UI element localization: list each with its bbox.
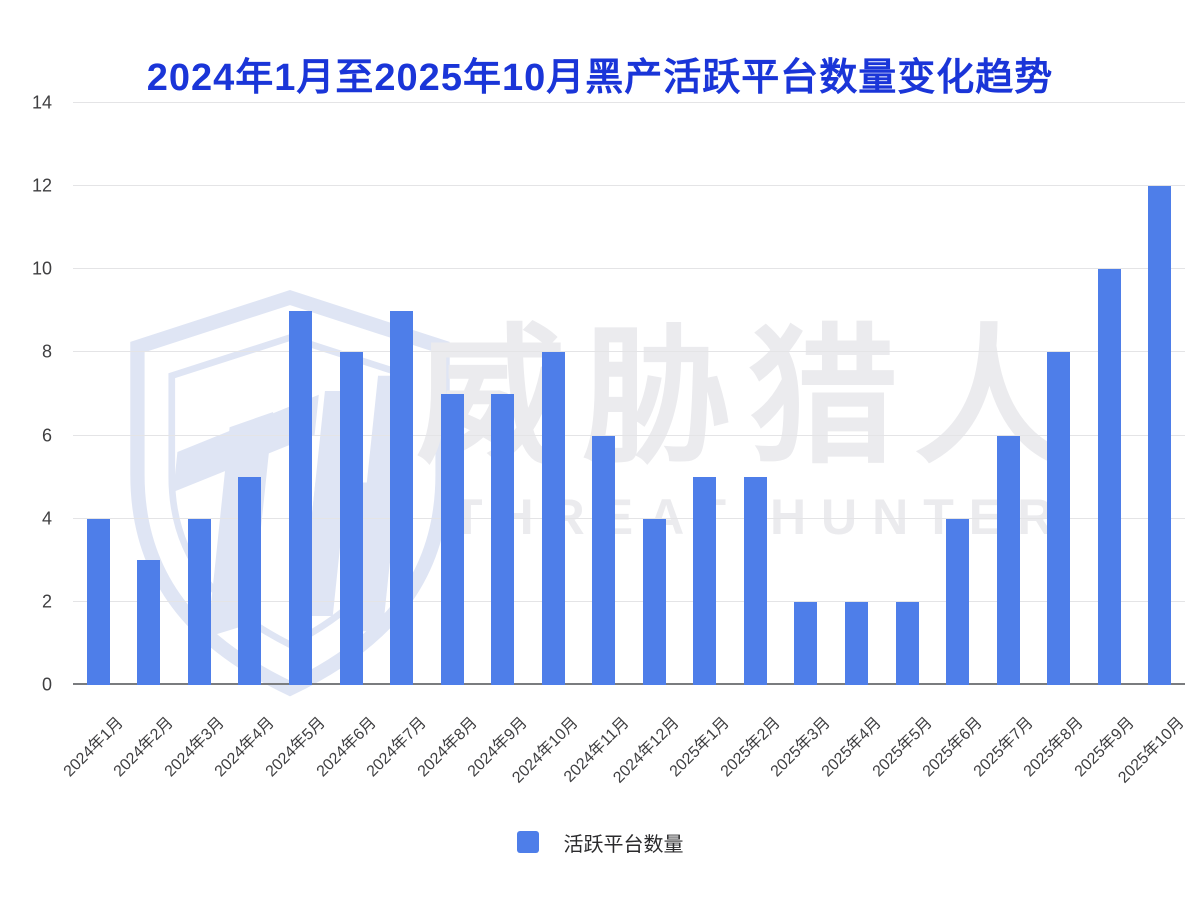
bar-2024年9月 <box>491 394 515 685</box>
bar-2024年5月 <box>288 310 312 685</box>
y-axis-tick-label: 10 <box>31 258 52 279</box>
x-axis-labels: 2024年1月 2024年2月 2024年3月 2024年4月 2024年5月 2024年… <box>60 710 1188 825</box>
bar-2025年2月 <box>743 477 767 685</box>
bar-2025年3月 <box>794 601 818 685</box>
bar-slot <box>427 103 478 685</box>
bar-2024年2月 <box>137 560 161 685</box>
bar-2025年10月 <box>1148 186 1172 685</box>
gridline <box>73 185 1185 187</box>
bar-slot <box>629 103 680 685</box>
bar-2025年1月 <box>693 477 717 685</box>
bar-slot <box>730 103 781 685</box>
bar-2024年10月 <box>541 352 565 685</box>
plot-area <box>73 102 1185 685</box>
bar-2025年6月 <box>946 518 970 685</box>
bar-slot <box>831 103 882 685</box>
y-axis-tick-label: 4 <box>41 508 52 529</box>
bar-2024年11月 <box>592 435 616 685</box>
gridline <box>73 517 1185 519</box>
y-axis-tick-label: 14 <box>31 92 52 113</box>
y-axis-tick-label: 0 <box>41 674 52 695</box>
gridline <box>73 268 1185 270</box>
bar-slot <box>882 103 933 685</box>
bar-2024年6月 <box>339 352 363 685</box>
y-axis-tick-label: 12 <box>31 175 52 196</box>
bar-slot <box>983 103 1034 685</box>
bar-slot <box>1033 103 1084 685</box>
bar-2024年3月 <box>187 518 211 685</box>
bar-2024年12月 <box>642 518 666 685</box>
gridline <box>73 351 1185 353</box>
bar-2024年7月 <box>390 310 414 685</box>
bar-slot <box>275 103 326 685</box>
bar-slot <box>1084 103 1135 685</box>
gridline <box>73 434 1185 436</box>
bar-slot <box>528 103 579 685</box>
y-axis-tick-label: 8 <box>41 341 52 362</box>
bar-2024年8月 <box>440 394 464 685</box>
bars-layer <box>73 103 1185 685</box>
bar-2025年5月 <box>895 601 919 685</box>
y-axis-labels: 0 2 4 6 8 10 12 14 <box>0 93 52 695</box>
bar-slot <box>326 103 377 685</box>
bar-slot <box>174 103 225 685</box>
bar-2025年8月 <box>1047 352 1071 685</box>
legend-color-swatch <box>516 831 539 853</box>
bar-2025年9月 <box>1097 269 1121 685</box>
legend-series-label: 活跃平台数量 <box>563 833 684 856</box>
bar-slot <box>73 103 124 685</box>
bar-2025年7月 <box>996 435 1020 685</box>
gridline <box>73 102 1185 103</box>
bar-slot <box>1134 103 1185 685</box>
bar-2024年1月 <box>86 518 110 685</box>
bar-slot <box>124 103 175 685</box>
bar-slot <box>225 103 276 685</box>
gridline <box>73 600 1185 602</box>
bar-slot <box>932 103 983 685</box>
y-axis-tick-label: 6 <box>41 425 52 446</box>
bar-slot <box>578 103 629 685</box>
x-axis-baseline <box>73 683 1185 685</box>
gridlines-layer <box>73 102 1185 685</box>
legend: 活跃平台数量 <box>0 828 1200 856</box>
bar-slot <box>680 103 731 685</box>
bar-slot <box>376 103 427 685</box>
bar-2024年4月 <box>238 477 262 685</box>
y-axis-tick-label: 2 <box>41 591 52 612</box>
bar-slot <box>781 103 832 685</box>
bar-2025年4月 <box>844 601 868 685</box>
chart-title: 2024年1月至2025年10月黑产活跃平台数量变化趋势 <box>146 57 1054 100</box>
bar-slot <box>477 103 528 685</box>
